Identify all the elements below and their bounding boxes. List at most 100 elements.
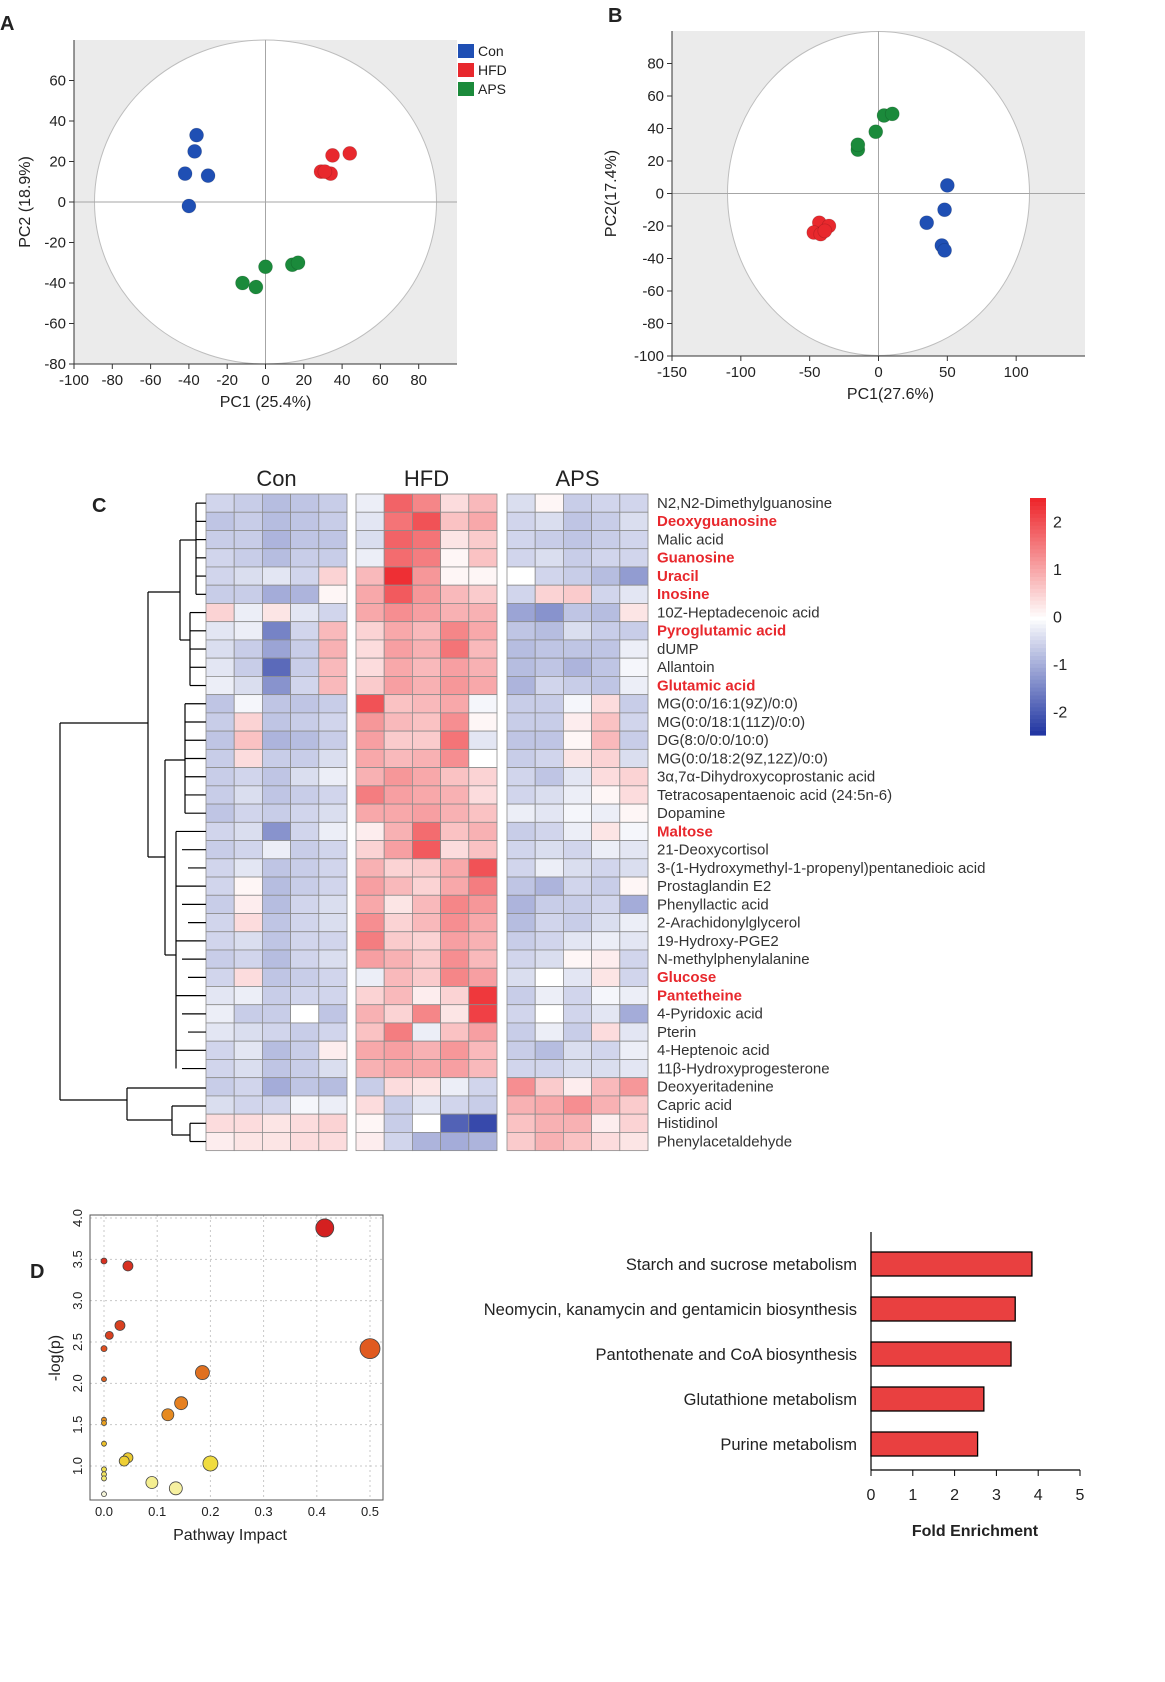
heatmap-cell [468, 511, 498, 531]
heatmap-cell [318, 1113, 348, 1133]
heatmap-cell [383, 803, 413, 823]
x-axis-label: PC1 (25.4%) [220, 394, 312, 411]
row-label: 19-Hydroxy-PGE2 [657, 933, 779, 950]
heatmap-cell [534, 1132, 564, 1152]
heatmap-cell [440, 730, 470, 750]
row-label: Deoxyeritadenine [657, 1079, 774, 1096]
heatmap-cell [411, 548, 441, 568]
heatmap-cell [468, 767, 498, 787]
heatmap-cell [440, 894, 470, 914]
colorbar-segment [1030, 577, 1046, 582]
heatmap-cell [563, 493, 593, 513]
heatmap-cell [440, 931, 470, 951]
heatmap-cell [534, 748, 564, 768]
heatmap-cell [318, 858, 348, 878]
legend-swatch-con [458, 44, 474, 58]
heatmap-cell [355, 876, 385, 896]
heatmap-cell [205, 767, 235, 787]
heatmap-cell [205, 1004, 235, 1024]
heatmap-cell [440, 1113, 470, 1133]
heatmap-cell [261, 1040, 291, 1060]
heatmap-cell [383, 949, 413, 969]
x-tick-label: 0.5 [361, 1504, 379, 1519]
heatmap-cell [468, 603, 498, 623]
heatmap-cell [534, 1077, 564, 1097]
colorbar-segment [1030, 644, 1046, 649]
heatmap-cell [591, 530, 621, 550]
pathway-point [122, 1260, 134, 1272]
colorbar-segment [1030, 513, 1046, 519]
y-tick-label: 20 [49, 154, 66, 171]
x-tick-label: -100 [726, 364, 756, 381]
heatmap-cell [233, 1040, 263, 1060]
heatmap-cell [318, 566, 348, 586]
heatmap-cell [506, 986, 536, 1006]
category-label: Glutathione metabolism [684, 1391, 857, 1409]
x-tick-label: 0 [874, 364, 882, 381]
row-label: N-methylphenylalanine [657, 951, 810, 968]
heatmap-cell [318, 493, 348, 513]
heatmap-cell [591, 803, 621, 823]
heatmap-cell [233, 603, 263, 623]
heatmap-cell [619, 821, 649, 841]
heatmap-cell [411, 803, 441, 823]
heatmap-cell [534, 931, 564, 951]
heatmap-cell [468, 949, 498, 969]
heatmap-cell [383, 858, 413, 878]
heatmap-cell [383, 986, 413, 1006]
data-point-aps [850, 137, 866, 153]
heatmap-cell [563, 621, 593, 641]
heatmap-cell [383, 748, 413, 768]
y-tick-label: 2.5 [70, 1333, 85, 1351]
heatmap-cell [506, 730, 536, 750]
heatmap-cell [261, 748, 291, 768]
colorbar-segment [1030, 580, 1046, 586]
y-tick-label: 40 [49, 113, 66, 130]
y-tick-label: 0 [656, 186, 664, 203]
colorbar-segment [1030, 632, 1046, 637]
y-tick-label: 20 [647, 153, 664, 170]
heatmap-cell [506, 748, 536, 768]
heatmap-cell [534, 803, 564, 823]
heatmap-cell [591, 1004, 621, 1024]
heatmap-cell [591, 1113, 621, 1133]
colorbar-segment [1030, 671, 1046, 677]
heatmap-cell [205, 876, 235, 896]
heatmap-cell [233, 639, 263, 659]
heatmap-cell [506, 1132, 536, 1152]
heatmap-cell [411, 748, 441, 768]
heatmap-cell [290, 603, 320, 623]
heatmap-cell [290, 694, 320, 714]
heatmap-cell [205, 986, 235, 1006]
row-label: 2-Arachidonylglycerol [657, 915, 800, 932]
heatmap-cell [619, 785, 649, 805]
heatmap-cell [468, 657, 498, 677]
heatmap: Con HFD APS N2,N2-DimethylguanosineDeoxygua… [59, 466, 1067, 1152]
heatmap-cell [534, 493, 564, 513]
heatmap-cell [233, 530, 263, 550]
heatmap-cell [591, 639, 621, 659]
heatmap-cell [261, 1077, 291, 1097]
heatmap-cell [261, 1132, 291, 1152]
row-label: Glucose [657, 969, 716, 986]
colorbar-segment [1030, 569, 1046, 574]
heatmap-cell [261, 1022, 291, 1042]
heatmap-cell [290, 1095, 320, 1115]
heatmap-cell [591, 821, 621, 841]
y-tick-label: -80 [642, 316, 664, 333]
heatmap-cell [205, 676, 235, 696]
heatmap-cell [261, 603, 291, 623]
heatmap-cell [468, 748, 498, 768]
heatmap-cell [563, 511, 593, 531]
row-label: Dopamine [657, 805, 725, 822]
heatmap-cell [355, 858, 385, 878]
heatmap-cell [318, 913, 348, 933]
heatmap-cell [355, 821, 385, 841]
heatmap-cell [619, 858, 649, 878]
heatmap-cell [233, 894, 263, 914]
heatmap-cell [355, 1077, 385, 1097]
heatmap-cell [619, 931, 649, 951]
heatmap-cell [355, 1132, 385, 1152]
colorbar-segment [1030, 640, 1046, 645]
heatmap-cell [411, 894, 441, 914]
